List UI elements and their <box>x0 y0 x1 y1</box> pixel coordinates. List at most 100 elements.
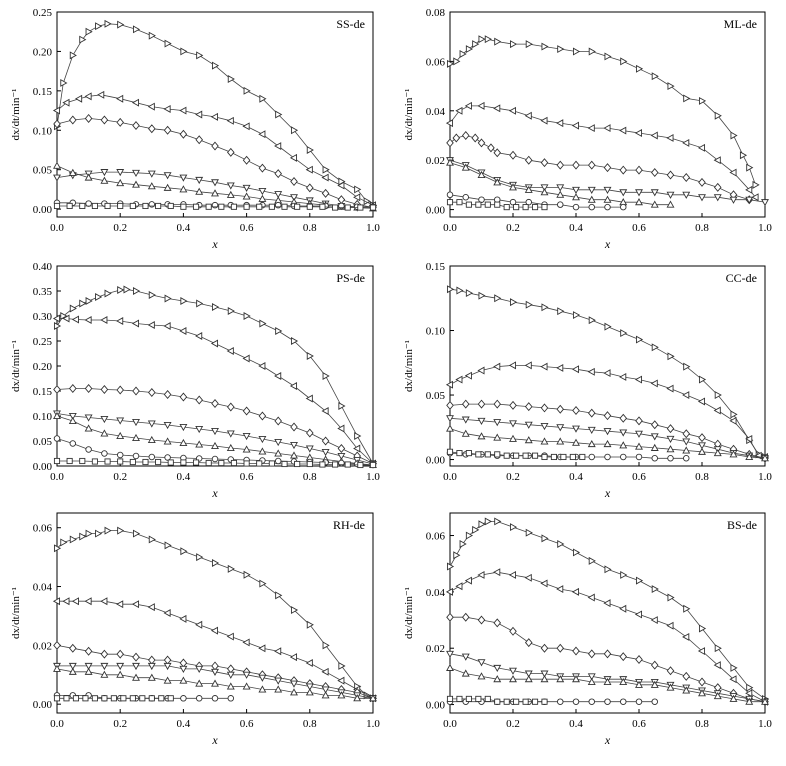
marker-diamond <box>258 163 267 173</box>
marker-square <box>532 204 539 211</box>
marker-triangle-up <box>461 669 470 677</box>
x-tick-label: 0.0 <box>443 718 457 730</box>
marker-triangle-left <box>274 142 282 151</box>
marker-triangle-up <box>666 200 675 208</box>
marker-triangle-down <box>116 417 125 425</box>
y-tick-label: 0.20 <box>33 361 53 373</box>
marker-triangle-left <box>337 676 345 685</box>
marker-triangle-down <box>195 665 204 674</box>
marker-triangle-up <box>556 190 565 198</box>
marker-square <box>79 202 86 210</box>
x-tick-label: 0.6 <box>240 471 254 483</box>
plot-ml-de: 0.0 0.2 0.4 0.6 0.8 1.0 0.00 0.02 0.04 0.06 0.08 ML… <box>403 7 772 251</box>
marker-square <box>218 459 225 467</box>
marker-square <box>294 203 301 210</box>
marker-triangle-left <box>195 620 203 629</box>
marker-circle <box>446 191 454 199</box>
series-triangle-right <box>446 35 760 189</box>
marker-triangle-up <box>68 416 77 425</box>
x-tick-label: 0.2 <box>113 718 127 730</box>
y-tick-label: 0.02 <box>33 640 52 652</box>
marker-square <box>306 460 313 468</box>
y-tick-label: 0.04 <box>33 582 53 594</box>
marker-triangle-right <box>211 559 220 567</box>
marker-square <box>139 695 146 702</box>
marker-square <box>503 698 510 705</box>
marker-triangle-up <box>132 180 140 188</box>
marker-triangle-up <box>84 424 93 432</box>
marker-triangle-up <box>226 682 235 690</box>
marker-triangle-right <box>79 532 87 541</box>
marker-triangle-up <box>179 185 188 193</box>
marker-triangle-right <box>525 40 533 49</box>
marker-triangle-down <box>493 664 502 673</box>
marker-square <box>53 202 61 210</box>
plot-bs-de: 0.0 0.2 0.4 0.6 0.8 1.0 0.00 0.02 0.04 0.06 BS-de x… <box>403 512 772 747</box>
marker-triangle-up <box>163 676 172 684</box>
marker-triangle-right <box>604 52 612 61</box>
marker-diamond <box>274 416 282 426</box>
marker-triangle-down <box>619 429 628 437</box>
marker-triangle-up <box>556 675 565 683</box>
marker-square <box>167 202 174 210</box>
marker-diamond <box>195 135 203 145</box>
marker-triangle-up <box>147 182 156 190</box>
marker-triangle-right <box>180 297 188 305</box>
marker-triangle-left <box>305 165 313 174</box>
marker-triangle-up <box>698 689 706 697</box>
marker-square <box>541 453 548 461</box>
marker-triangle-left <box>337 181 345 190</box>
marker-triangle-up <box>666 445 675 453</box>
marker-triangle-left <box>464 101 472 110</box>
marker-triangle-right <box>354 185 362 194</box>
marker-triangle-down <box>84 414 93 422</box>
marker-triangle-down <box>477 659 486 667</box>
marker-triangle-up <box>603 195 612 203</box>
marker-square <box>446 199 454 206</box>
plot-rh-de: 0.0 0.2 0.4 0.6 0.8 1.0 0.00 0.02 0.04 0.06 RH-de x… <box>10 512 380 747</box>
marker-triangle-right <box>525 528 533 537</box>
marker-triangle-down <box>226 671 235 679</box>
marker-triangle-down <box>258 674 267 682</box>
marker-triangle-down <box>147 662 156 671</box>
marker-triangle-right <box>541 303 549 312</box>
marker-triangle-right <box>69 535 77 544</box>
marker-circle <box>132 452 140 460</box>
marker-triangle-up <box>477 170 486 179</box>
y-tick-label: 0.05 <box>33 436 53 448</box>
marker-diamond <box>290 422 298 432</box>
marker-triangle-right <box>79 299 87 308</box>
marker-diamond <box>163 125 172 135</box>
marker-triangle-left <box>321 667 329 676</box>
marker-square <box>148 695 155 702</box>
marker-triangle-left <box>619 604 627 613</box>
marker-circle <box>588 203 596 211</box>
marker-triangle-left <box>163 105 171 113</box>
marker-triangle-left <box>697 397 706 406</box>
marker-triangle-right <box>714 391 722 399</box>
marker-triangle-down <box>524 421 533 429</box>
marker-square <box>218 203 225 210</box>
marker-triangle-left <box>745 434 753 443</box>
marker-square <box>357 204 364 211</box>
marker-diamond <box>698 433 706 443</box>
marker-triangle-right <box>227 564 235 573</box>
y-tick-label: 0.04 <box>426 106 446 118</box>
y-tick-label: 0.05 <box>33 165 53 177</box>
marker-circle <box>85 446 92 453</box>
marker-triangle-down <box>132 662 140 671</box>
marker-diamond <box>540 403 549 413</box>
marker-triangle-left <box>524 361 532 370</box>
marker-triangle-right <box>180 47 188 56</box>
marker-triangle-left <box>210 626 219 635</box>
marker-square <box>550 453 557 461</box>
marker-triangle-down <box>226 430 235 438</box>
marker-triangle-down <box>179 665 188 674</box>
marker-triangle-left <box>179 327 187 335</box>
x-tick-label: 1.0 <box>366 718 380 730</box>
marker-square <box>79 457 86 465</box>
marker-triangle-up <box>761 697 769 705</box>
y-tick-label: 0.02 <box>426 155 445 167</box>
marker-triangle-up <box>242 682 251 690</box>
marker-diamond <box>572 406 580 416</box>
